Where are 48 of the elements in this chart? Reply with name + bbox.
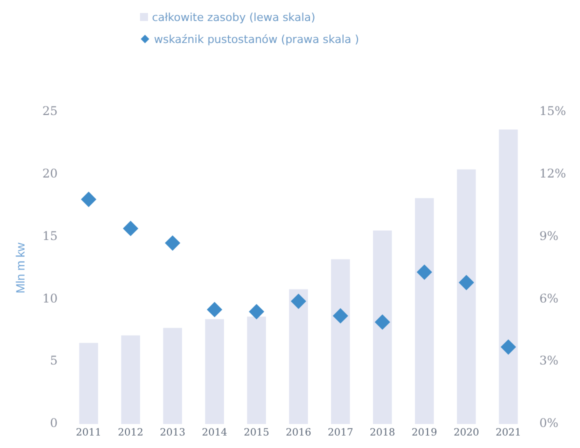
y2-tick-label: 0% — [539, 416, 558, 430]
x-tick-label: 2015 — [244, 428, 270, 439]
point — [81, 192, 96, 207]
bar — [414, 198, 434, 424]
y-tick-label: 15 — [42, 228, 58, 243]
point — [458, 275, 474, 290]
x-tick-label: 2021 — [496, 428, 522, 439]
bar — [121, 335, 140, 424]
y-tick-label: 25 — [42, 104, 58, 118]
x-tick-label: 2018 — [370, 428, 396, 439]
bar — [163, 328, 182, 424]
y2-tick-label: 9% — [539, 228, 558, 243]
point — [207, 302, 222, 318]
x-tick-label: 2013 — [160, 428, 186, 439]
y-tick-label: 20 — [42, 166, 58, 181]
y2-tick-label: 3% — [539, 354, 558, 368]
legend-label: całkowite zasoby (lewa skala) — [152, 10, 316, 24]
bar — [498, 129, 518, 424]
point — [291, 294, 306, 309]
y-tick-label: 0 — [50, 416, 58, 430]
x-tick-label: 2014 — [202, 428, 228, 439]
x-tick-label: 2017 — [328, 428, 354, 439]
y-tick-label: 10 — [42, 291, 58, 306]
bar — [205, 319, 224, 424]
point — [249, 304, 264, 320]
bar — [456, 169, 476, 424]
point — [374, 314, 390, 330]
y2-tick-label: 15% — [539, 104, 566, 118]
y-tick-label: 5 — [50, 354, 58, 368]
point — [500, 340, 516, 355]
y2-tick-label: 6% — [539, 291, 558, 306]
bar — [289, 289, 308, 424]
bar — [79, 342, 98, 424]
x-tick-label: 2011 — [76, 428, 102, 439]
bar — [331, 259, 350, 424]
y2-tick-label: 12% — [539, 166, 566, 181]
x-tick-label: 2012 — [118, 428, 144, 439]
x-tick-label: 2020 — [454, 428, 480, 439]
bar — [372, 230, 392, 424]
point — [123, 220, 138, 236]
x-tick-label: 2016 — [286, 428, 312, 439]
y-axis-title: Mln m kw — [14, 242, 28, 294]
point — [416, 264, 432, 280]
point — [332, 308, 348, 324]
point — [165, 236, 180, 251]
bar — [247, 316, 266, 424]
legend-label: wskaźnik pustostanów (prawa skala ) — [154, 32, 360, 46]
x-tick-label: 2019 — [412, 428, 438, 439]
